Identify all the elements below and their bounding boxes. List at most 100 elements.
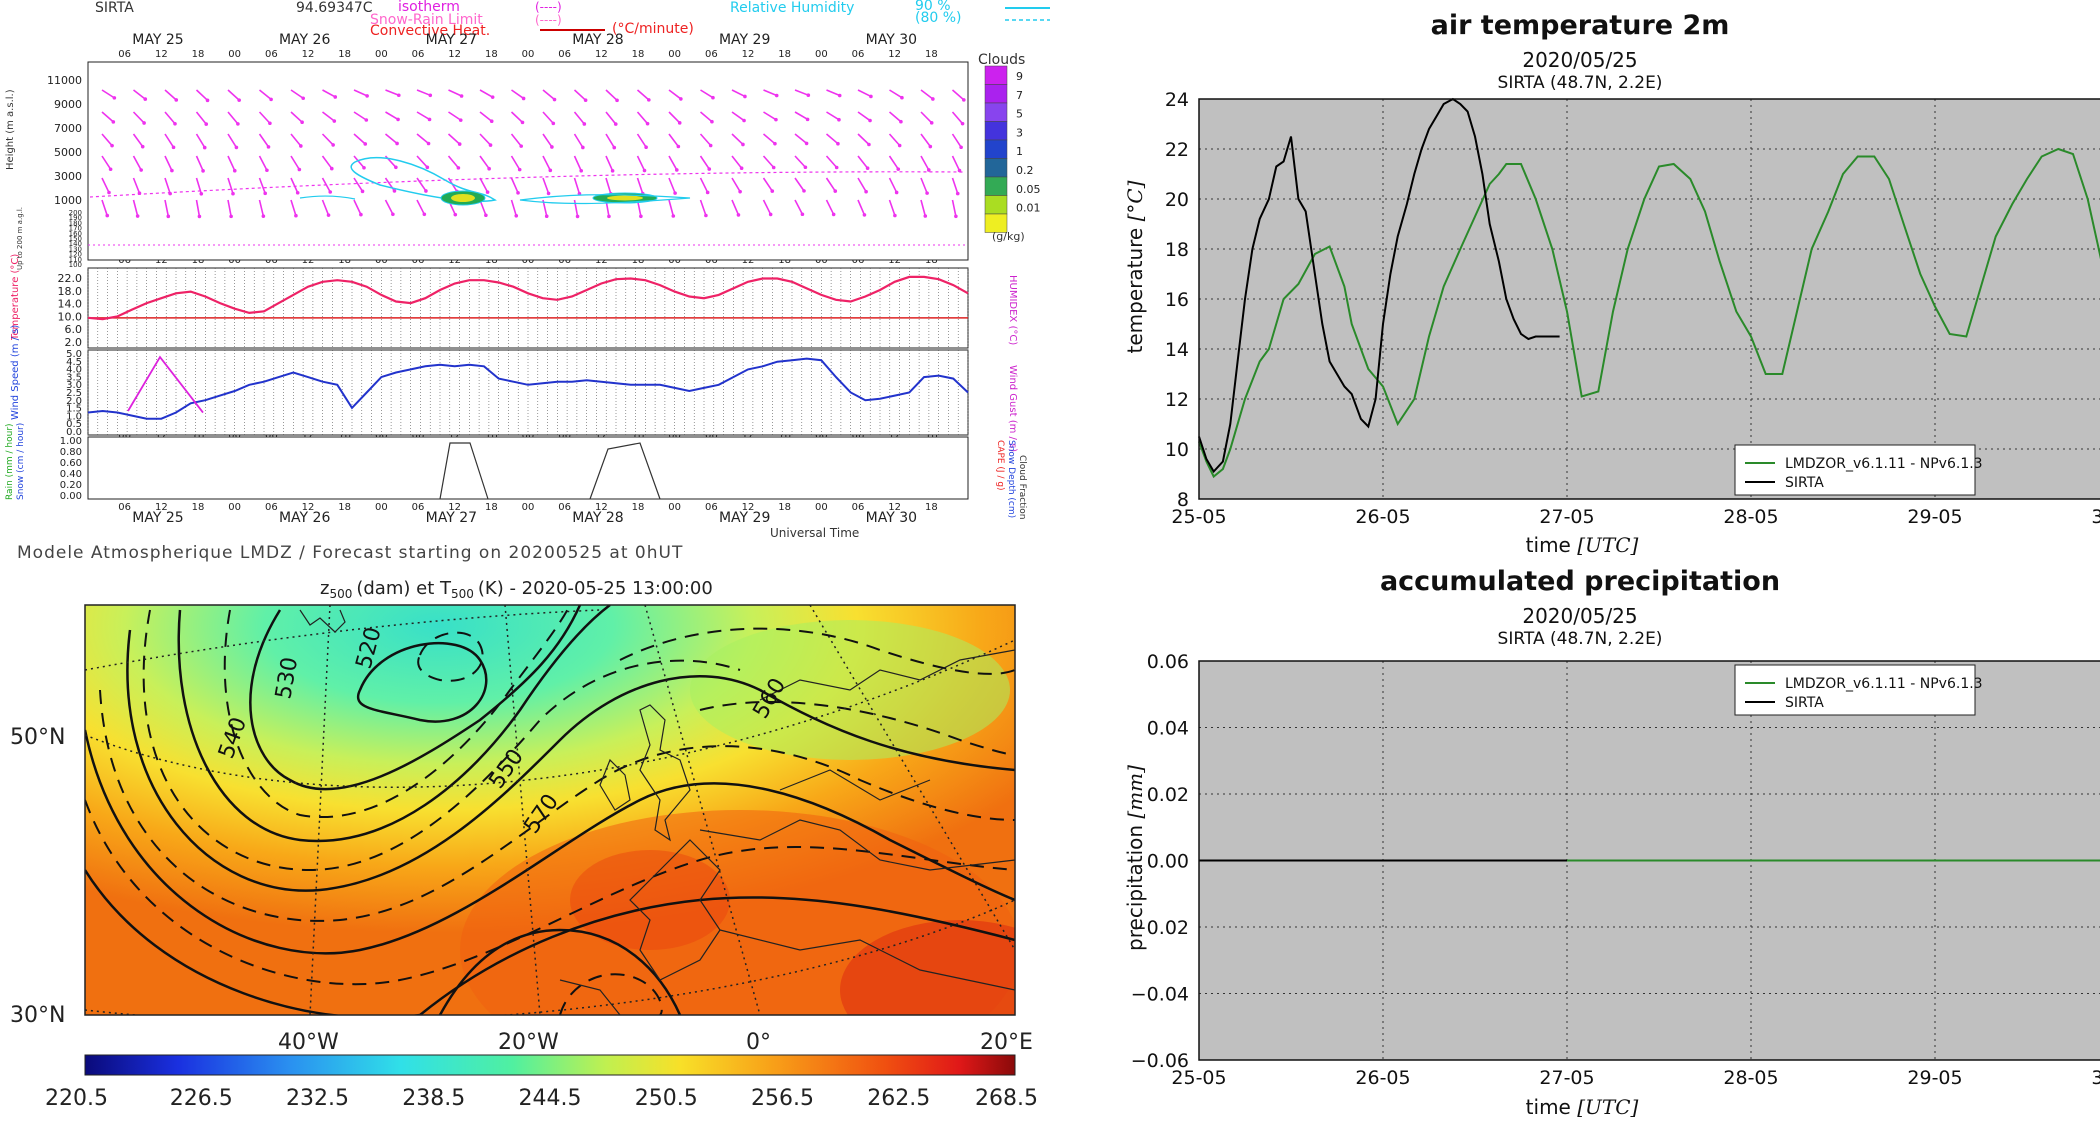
hour-tick-label: 18 xyxy=(925,49,938,60)
wind-arrow xyxy=(258,133,270,148)
wind-arrow-head xyxy=(707,167,712,171)
wind-arrow xyxy=(794,155,806,168)
wind-arrow-head xyxy=(544,214,549,218)
wind-arrow-head xyxy=(923,214,928,218)
wind-arrow xyxy=(889,89,903,99)
wind-arrow-head xyxy=(834,165,839,170)
wind-arrow xyxy=(857,155,869,169)
wind-arrow xyxy=(195,133,206,149)
wind-arrow-head xyxy=(955,191,960,196)
wind-arrow-head xyxy=(959,145,963,150)
y-tick-label: 0.00 xyxy=(1147,851,1189,873)
wind-arrow-head xyxy=(362,165,366,170)
wind-arrow xyxy=(605,89,618,101)
wind-arrow-head xyxy=(173,121,177,126)
wind-arrow xyxy=(857,177,867,193)
hour-tick-label: 12 xyxy=(448,502,461,513)
wind-arrow-head xyxy=(204,122,209,126)
wind-arrow-head xyxy=(453,212,458,217)
wind-axis-label: Wind Speed (m / s) xyxy=(10,325,21,420)
wind-arrow-head xyxy=(140,144,145,149)
rain-axis-label: Rain (mm / hour) xyxy=(5,423,15,500)
wind-arrow xyxy=(573,177,581,194)
wind-arrow-head xyxy=(862,213,867,217)
wind-arrow-head xyxy=(736,213,741,217)
colorbar-tick-label: 226.5 xyxy=(170,1086,233,1111)
wind-arrow xyxy=(101,199,109,216)
wind-arrow-head xyxy=(962,98,966,102)
wind-arrow-head xyxy=(422,212,427,217)
cloud-contour xyxy=(519,194,691,205)
wind-arrow-head xyxy=(583,98,588,102)
wind-arrow-head xyxy=(552,97,557,102)
wind-arrow xyxy=(385,89,400,96)
cloud-colorbar-tick: 0.05 xyxy=(1016,183,1041,196)
wind-arrow xyxy=(762,177,773,192)
wind-arrow xyxy=(857,111,871,122)
wind-arrow xyxy=(132,155,142,171)
temperature-chart-panel: air temperature 2m 2020/05/25 SIRTA (48.… xyxy=(1060,0,2100,560)
wind-arrow-head xyxy=(613,122,618,126)
wind-arrow xyxy=(699,155,710,170)
wind-arrow-head xyxy=(229,214,233,219)
wind-arrow xyxy=(101,177,110,193)
hour-tick-label: 12 xyxy=(742,502,755,513)
wind-arrow-head xyxy=(865,166,870,171)
wind-arrow xyxy=(826,89,841,97)
clouds-title: Clouds xyxy=(978,52,1025,68)
wind-arrow xyxy=(951,133,962,148)
hour-tick-label: 00 xyxy=(375,49,388,60)
wind-arrow-head xyxy=(363,142,368,146)
wind-arrow xyxy=(857,199,866,216)
wind-arrow xyxy=(794,177,805,192)
wind-arrow xyxy=(762,133,776,145)
day-label: MAY 28 xyxy=(572,32,623,48)
hour-tick-label: 18 xyxy=(485,502,498,513)
legend-entry: SIRTA xyxy=(1785,475,1824,491)
wind-arrow-head xyxy=(931,97,935,101)
wind-arrow-head xyxy=(550,145,554,149)
wind-arrow-head xyxy=(139,168,143,172)
precipitation-chart-title: accumulated precipitation xyxy=(1380,566,1780,597)
wind-arrow-head xyxy=(392,189,397,193)
rain-tick-label: 0.20 xyxy=(60,480,82,491)
precipitation-plot: 25-05 26-05 27-05 28-05 29-05 30-05 −0.06 −0.04… xyxy=(1131,651,2100,1089)
wind-arrow xyxy=(668,177,676,194)
wind-arrow xyxy=(762,155,775,169)
x-tick-label: 30-05 xyxy=(2091,1067,2100,1089)
wind-arrow-head xyxy=(774,93,779,98)
wind-arrow xyxy=(195,89,209,101)
wind-arrow-head xyxy=(299,144,303,148)
wind-arrow xyxy=(605,111,617,125)
temperature-plot: 25-05 26-05 27-05 28-05 29-05 30-05 8 10 12 14 16 1… xyxy=(1165,89,2100,528)
height-tick-label: 7000 xyxy=(54,122,82,135)
hour-tick-label: 06 xyxy=(705,502,718,513)
height-tick-label: 11000 xyxy=(47,74,82,87)
wind-arrow xyxy=(920,89,934,100)
wind-arrow xyxy=(920,177,928,194)
wind-arrow-head xyxy=(268,121,272,126)
cloud-contour xyxy=(299,195,356,200)
y-tick-label: 0.02 xyxy=(1147,784,1189,806)
wind-arrow xyxy=(794,133,808,145)
cloud-contour xyxy=(350,157,497,203)
map-frame xyxy=(84,604,1016,1016)
wind-arrow-head xyxy=(679,97,683,101)
height-tick-label: 3000 xyxy=(54,170,82,183)
cloud-colorbar-cell xyxy=(984,139,1008,159)
rain-tick-label: 1.00 xyxy=(60,436,82,447)
wind-arrow-head xyxy=(802,189,806,193)
day-label: MAY 25 xyxy=(132,32,183,48)
legend-snow-rain-sym: (----) xyxy=(535,13,562,27)
x-axis-label: Universal Time xyxy=(770,526,859,540)
wind-arrow-head xyxy=(236,122,240,126)
wind-arrow xyxy=(731,155,743,169)
wind-arrow xyxy=(321,155,333,170)
colorbar-tick-label: 232.5 xyxy=(286,1086,349,1111)
wind-arrow xyxy=(731,199,740,216)
wind-arrow xyxy=(416,199,426,215)
wind-arrow xyxy=(699,111,713,123)
hour-tick-label: 06 xyxy=(265,502,278,513)
cloud-colorbar-tick: 5 xyxy=(1016,108,1023,121)
wind-arrow xyxy=(479,89,494,98)
